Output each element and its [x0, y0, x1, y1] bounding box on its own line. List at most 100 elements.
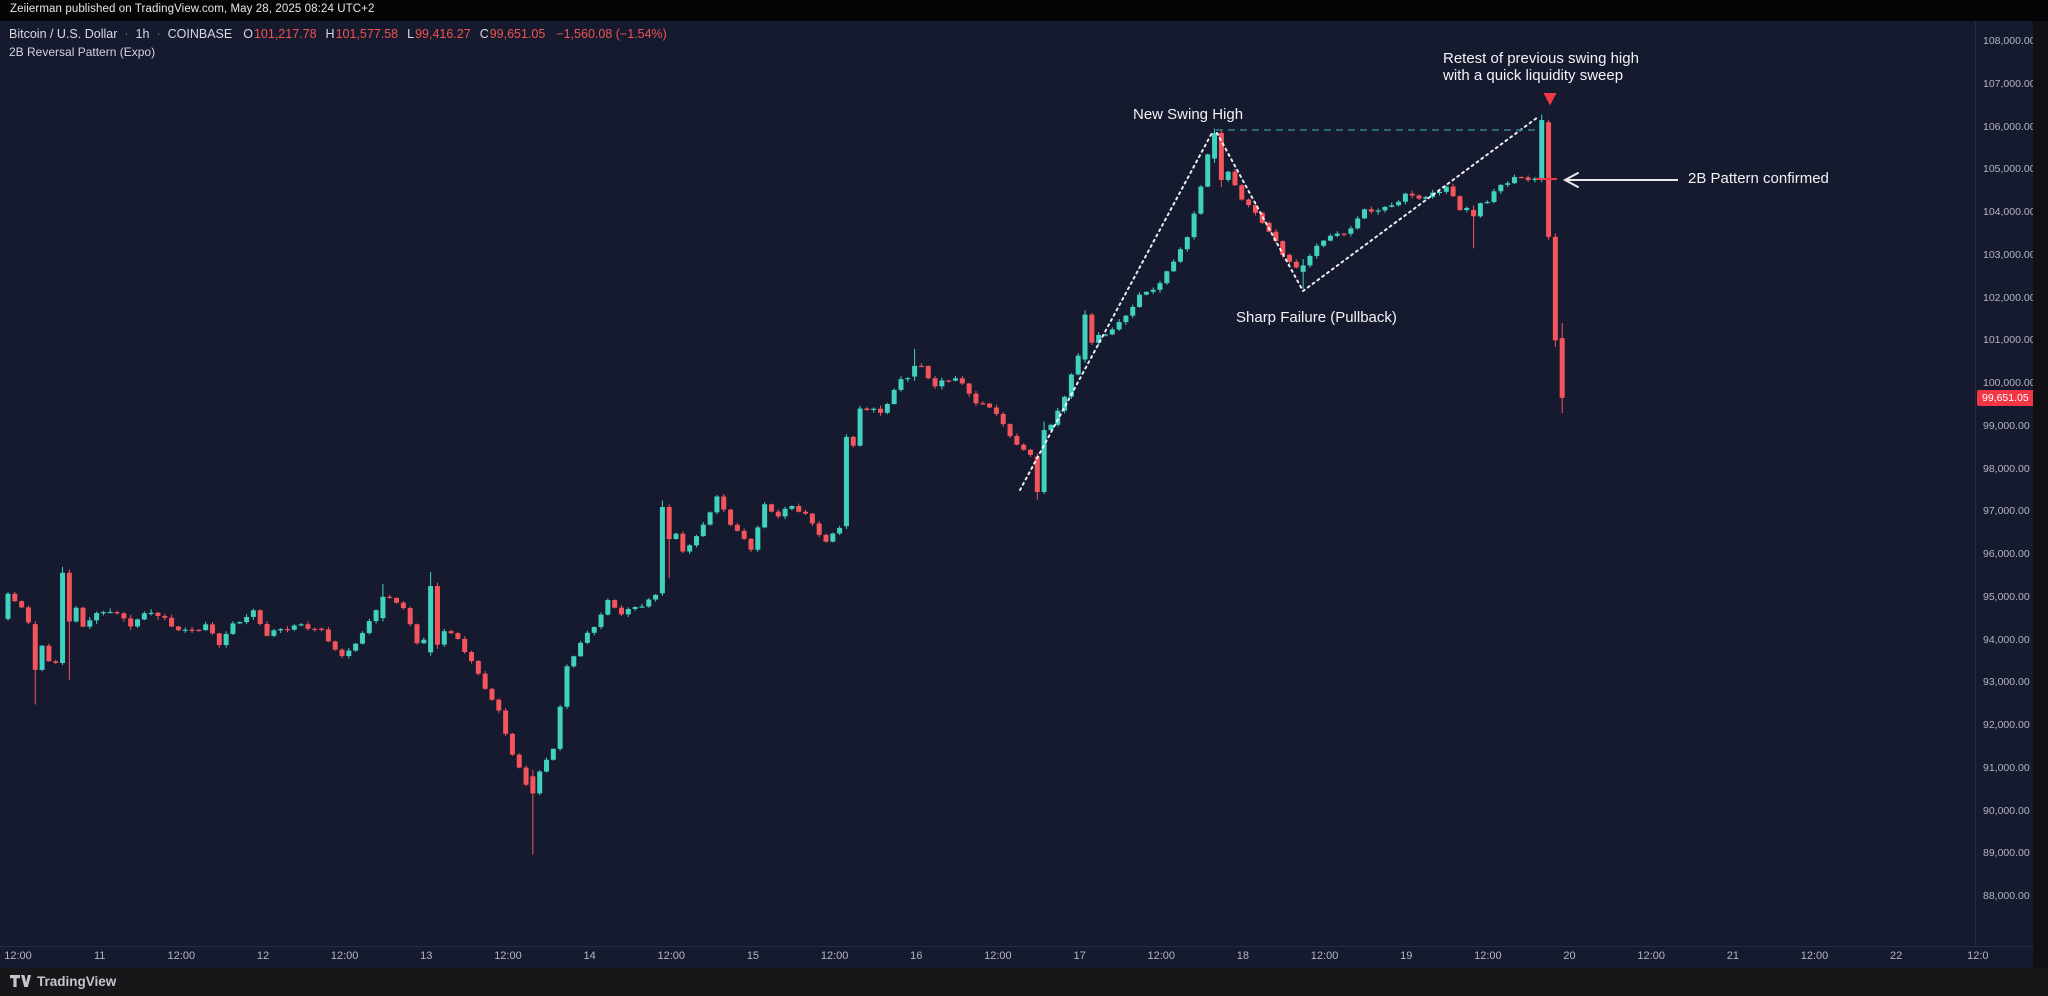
candle[interactable]: [564, 666, 570, 707]
candle[interactable]: [1150, 289, 1156, 292]
candle[interactable]: [612, 600, 618, 608]
candle[interactable]: [1075, 355, 1081, 375]
candle[interactable]: [1164, 271, 1170, 284]
candle[interactable]: [625, 608, 631, 615]
candle[interactable]: [1300, 265, 1306, 272]
candle[interactable]: [244, 616, 250, 623]
candle[interactable]: [571, 656, 577, 667]
candle[interactable]: [775, 511, 781, 517]
candle[interactable]: [407, 608, 413, 625]
candle[interactable]: [1273, 231, 1279, 242]
candle[interactable]: [1355, 218, 1361, 229]
candle[interactable]: [1552, 236, 1558, 341]
candle[interactable]: [1416, 195, 1422, 199]
candle[interactable]: [516, 754, 522, 768]
candle[interactable]: [830, 533, 836, 542]
candle[interactable]: [946, 380, 952, 382]
candle[interactable]: [789, 506, 795, 509]
candle[interactable]: [755, 527, 761, 550]
candle[interactable]: [319, 628, 325, 630]
candle[interactable]: [959, 378, 965, 384]
candle[interactable]: [782, 508, 788, 517]
candle[interactable]: [687, 545, 693, 552]
candle[interactable]: [939, 380, 945, 387]
candle[interactable]: [1396, 201, 1402, 206]
candle[interactable]: [1198, 186, 1204, 214]
candle[interactable]: [141, 613, 147, 620]
candle[interactable]: [332, 641, 338, 650]
candle[interactable]: [441, 631, 447, 645]
candle[interactable]: [509, 733, 515, 755]
candle[interactable]: [284, 629, 290, 631]
candle[interactable]: [155, 612, 161, 616]
candle[interactable]: [1232, 171, 1238, 186]
candle[interactable]: [162, 615, 168, 618]
candle[interactable]: [1048, 424, 1054, 431]
candle[interactable]: [359, 633, 365, 644]
candle[interactable]: [1464, 207, 1470, 211]
candle[interactable]: [346, 650, 352, 657]
candle[interactable]: [1511, 177, 1517, 184]
candle[interactable]: [1252, 205, 1258, 213]
candle[interactable]: [1102, 334, 1108, 336]
candle[interactable]: [871, 408, 877, 411]
candle[interactable]: [987, 403, 993, 408]
candle[interactable]: [1014, 436, 1020, 445]
candle[interactable]: [912, 365, 918, 377]
candle[interactable]: [1382, 206, 1388, 211]
candle[interactable]: [891, 389, 897, 404]
candle[interactable]: [496, 699, 502, 711]
candle[interactable]: [666, 506, 672, 540]
candle[interactable]: [1307, 255, 1313, 266]
candle[interactable]: [1477, 203, 1483, 217]
candle[interactable]: [618, 607, 624, 615]
candle[interactable]: [1116, 322, 1122, 330]
candle[interactable]: [325, 629, 331, 642]
candle[interactable]: [73, 607, 79, 622]
candle[interactable]: [632, 607, 638, 609]
candle[interactable]: [250, 610, 256, 617]
candle[interactable]: [1225, 171, 1231, 180]
candle[interactable]: [400, 602, 406, 609]
candle[interactable]: [1471, 209, 1477, 217]
candle[interactable]: [1375, 210, 1381, 212]
candle[interactable]: [673, 533, 679, 540]
candle[interactable]: [823, 534, 829, 542]
candle[interactable]: [1109, 329, 1115, 335]
candle[interactable]: [1143, 291, 1149, 295]
candle[interactable]: [25, 607, 31, 623]
candle[interactable]: [598, 614, 604, 628]
candle[interactable]: [291, 625, 297, 630]
candle[interactable]: [544, 759, 550, 772]
candle[interactable]: [373, 610, 379, 622]
candle[interactable]: [482, 673, 488, 689]
candle[interactable]: [455, 633, 461, 639]
candle[interactable]: [394, 597, 400, 603]
candle[interactable]: [60, 572, 66, 664]
candle[interactable]: [857, 408, 863, 446]
candle[interactable]: [1082, 314, 1088, 360]
candle[interactable]: [1034, 456, 1040, 493]
candle[interactable]: [1341, 233, 1347, 235]
candle[interactable]: [905, 378, 911, 380]
candle[interactable]: [1184, 237, 1190, 250]
candle[interactable]: [1402, 193, 1408, 202]
candle[interactable]: [1348, 228, 1354, 234]
candle[interactable]: [1246, 199, 1252, 206]
candle[interactable]: [1423, 196, 1429, 199]
candle[interactable]: [550, 748, 556, 760]
candle[interactable]: [366, 621, 372, 634]
candle[interactable]: [434, 586, 440, 645]
candle[interactable]: [237, 622, 243, 624]
candle[interactable]: [19, 601, 25, 608]
timeframe[interactable]: 1h: [135, 27, 150, 41]
candle[interactable]: [1177, 249, 1183, 262]
candle[interactable]: [659, 506, 665, 594]
candle[interactable]: [734, 524, 740, 531]
candle[interactable]: [80, 607, 86, 627]
candle[interactable]: [680, 533, 686, 552]
candle[interactable]: [653, 594, 659, 600]
candle[interactable]: [264, 623, 270, 636]
candle[interactable]: [46, 645, 52, 662]
candle[interactable]: [1491, 191, 1497, 202]
